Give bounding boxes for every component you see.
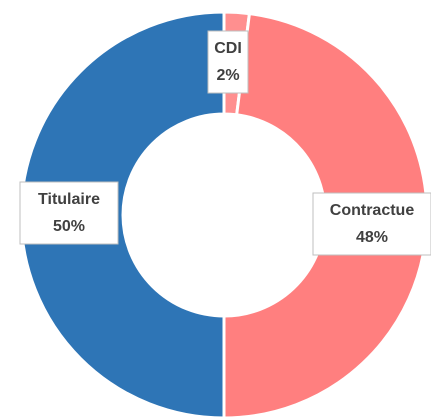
label-box <box>19 181 119 245</box>
value-label: 2% <box>216 67 239 84</box>
category-label: Contractue <box>330 202 415 219</box>
value-label: 48% <box>356 229 388 246</box>
label-box <box>312 192 431 256</box>
donut-slice <box>19 10 226 419</box>
value-label: 50% <box>53 218 85 235</box>
label-box <box>207 30 249 94</box>
category-label: Titulaire <box>38 191 100 208</box>
category-label: CDI <box>214 40 242 57</box>
